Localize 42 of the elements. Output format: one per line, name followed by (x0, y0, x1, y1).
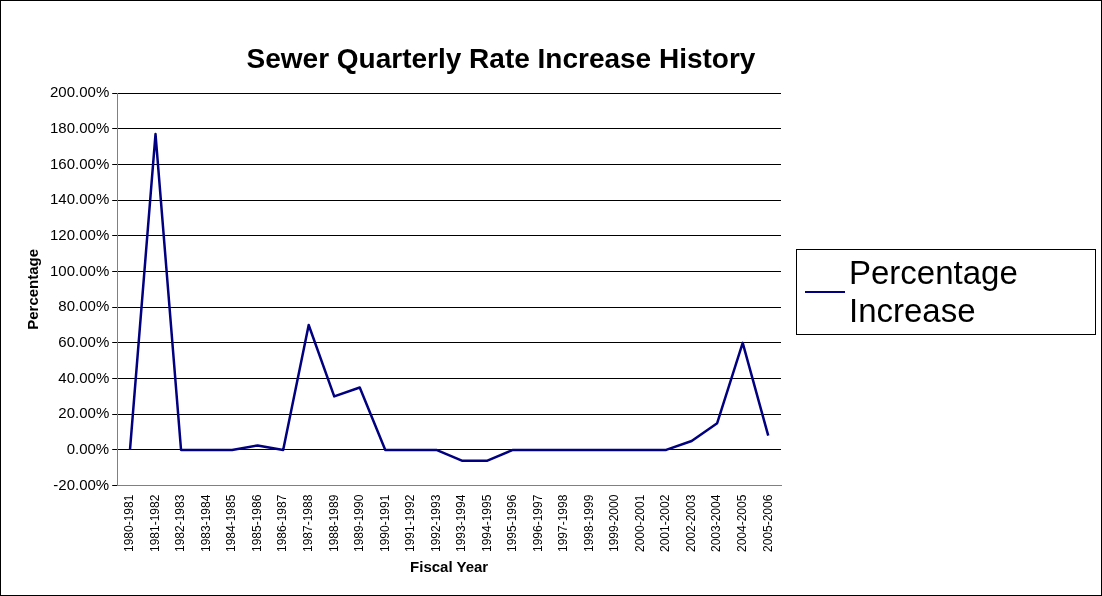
x-tick-label: 1980-1981 (122, 494, 137, 552)
x-tick-label: 1984-1985 (224, 494, 239, 552)
y-tick-label: 200.00% (50, 83, 110, 101)
chart-title: Sewer Quarterly Rate Increase History (245, 43, 757, 75)
x-axis-title: Fiscal Year (410, 558, 489, 576)
x-tick-label: 2000-2001 (632, 494, 647, 552)
x-tick-label: 1988-1989 (326, 494, 341, 552)
y-tick-label: 40.00% (58, 368, 110, 386)
x-tick-label: 1994-1995 (479, 494, 494, 552)
x-tick-label: 1998-1999 (581, 494, 596, 552)
x-tick-label: 2002-2003 (683, 494, 698, 552)
x-tick-label: 1996-1997 (530, 494, 545, 552)
x-tick-label: 1989-1990 (352, 494, 367, 552)
x-tick-label: 1997-1998 (556, 494, 571, 552)
y-tick-label: 80.00% (58, 297, 110, 315)
x-tick-label: 2004-2005 (735, 494, 750, 552)
x-tick-label: 1992-1993 (428, 494, 443, 552)
x-tick-label: 2003-2004 (709, 494, 724, 552)
x-tick-label: 1983-1984 (198, 494, 213, 552)
y-tick-label: 100.00% (50, 261, 110, 279)
x-tick-label: 2005-2006 (760, 494, 775, 552)
y-tick-label: 160.00% (50, 154, 110, 172)
x-tick-label: 1985-1986 (249, 494, 264, 552)
x-tick-label: 1993-1994 (454, 494, 469, 552)
y-tick-label: 180.00% (50, 118, 110, 136)
y-tick-label: -20.00% (53, 475, 110, 493)
x-tick-label: 1999-2000 (607, 494, 622, 552)
legend-label: Percentage Increase (849, 254, 1019, 330)
x-tick-label: 1986-1987 (275, 494, 290, 552)
x-tick-label: 1990-1991 (377, 494, 392, 552)
y-tick-label: 140.00% (50, 190, 110, 208)
y-tick-label: 20.00% (58, 404, 110, 422)
y-tick-label: 0.00% (66, 440, 110, 458)
x-tick-label: 1981-1982 (147, 494, 162, 552)
x-tick-label: 1987-1988 (301, 494, 315, 552)
y-tick-label: 60.00% (58, 332, 110, 350)
x-tick-label: 1995-1996 (505, 494, 520, 552)
x-tick-label: 1991-1992 (403, 494, 418, 552)
x-tick-label: 2001-2002 (658, 494, 673, 552)
x-tick-label: 1982-1983 (173, 494, 188, 552)
y-tick-label: 120.00% (50, 225, 110, 243)
y-axis-title: Percentage (24, 248, 42, 330)
